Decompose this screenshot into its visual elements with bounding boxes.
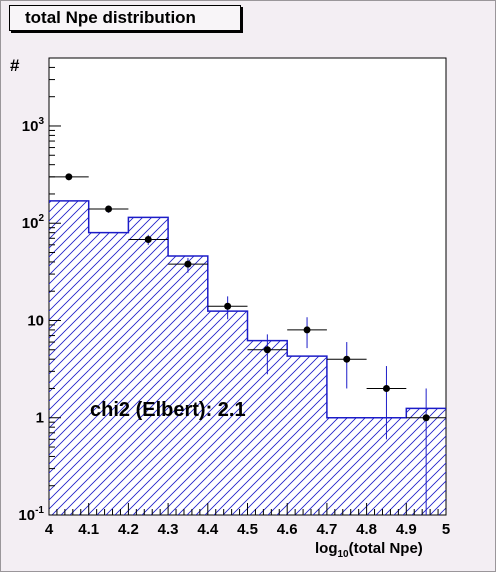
x-tick-label: 4 [45, 521, 54, 538]
data-point [303, 326, 311, 334]
data-point [343, 355, 351, 363]
data-point [382, 384, 390, 392]
x-tick-label: 4.1 [78, 521, 99, 538]
y-tick-label: 1 [36, 410, 44, 427]
data-points-layer [49, 173, 446, 515]
x-axis-label-subscript: 10 [338, 549, 350, 560]
y-tick-base: 10 [18, 507, 35, 524]
x-tick-label: 4.3 [158, 521, 179, 538]
data-point [263, 346, 271, 354]
histogram-bar [128, 217, 169, 515]
histogram-bar [168, 256, 208, 515]
x-tick-label: 4.2 [118, 521, 139, 538]
y-axis-label: # [10, 56, 20, 75]
x-axis-label-rest: (total Npe) [349, 540, 423, 557]
x-tick-label: 5 [442, 521, 450, 538]
histogram-bar [287, 356, 327, 515]
x-tick-label: 4.7 [316, 521, 337, 538]
chart-title: total Npe distribution [9, 5, 241, 31]
x-axis-label: log10(total Npe) [315, 540, 423, 560]
y-tick-label: 103 [22, 116, 45, 135]
y-tick-base: 10 [22, 215, 39, 232]
histogram-outline [49, 200, 446, 419]
x-tick-label: 4.9 [396, 521, 417, 538]
histogram-bar [326, 417, 367, 515]
x-axis-label-main: log [315, 540, 338, 557]
y-tick-label: 10 [27, 312, 44, 329]
data-point [184, 260, 192, 268]
data-point [422, 414, 430, 422]
histogram-bar [207, 311, 248, 515]
data-point [105, 205, 113, 213]
y-tick-exponent: 3 [38, 116, 44, 127]
x-tick-label: 4.8 [356, 521, 377, 538]
x-tick-label: 4.6 [277, 521, 298, 538]
x-tick-label: 4.4 [197, 521, 219, 538]
data-point [224, 302, 232, 310]
y-tick-label: 10-1 [18, 505, 44, 524]
chi2-annotation: chi2 (Elbert): 2.1 [90, 399, 246, 421]
histogram-layer [49, 200, 446, 516]
histogram-bar [88, 232, 129, 516]
x-tick-label: 4.5 [237, 521, 258, 538]
y-tick-exponent: -1 [35, 505, 44, 516]
data-point [65, 173, 73, 181]
y-tick-label: 102 [22, 213, 45, 232]
y-tick-base: 10 [22, 118, 39, 135]
data-point [144, 236, 152, 244]
histogram-bar [49, 200, 89, 515]
axes-layer: 4 4.1 4.2 4.3 4.4 4.5 4.6 4.7 4.8 4.9 510-11101021… [18, 57, 450, 538]
y-tick-exponent: 2 [38, 213, 44, 224]
